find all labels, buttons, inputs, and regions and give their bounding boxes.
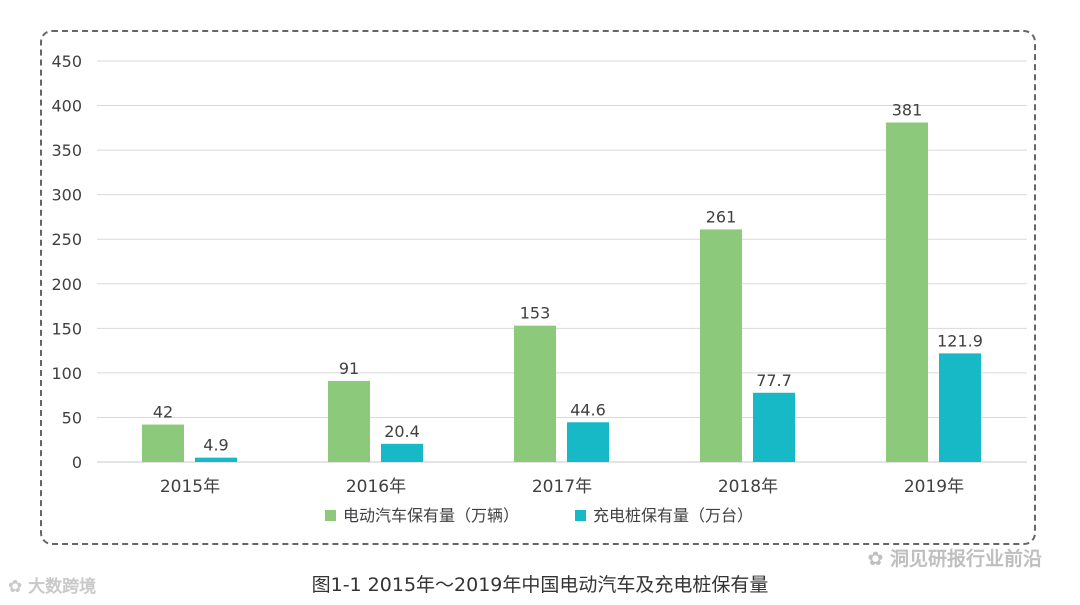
- bar-value-label: 4.9: [203, 436, 228, 455]
- bar-value-label: 153: [520, 304, 551, 323]
- y-tick-label: 200: [51, 275, 82, 294]
- x-tick-label: 2017年: [532, 477, 592, 497]
- bar: [700, 229, 742, 462]
- y-tick-label: 50: [62, 408, 82, 427]
- legend-swatch: [325, 510, 336, 521]
- bar: [514, 325, 556, 462]
- x-tick-label: 2018年: [718, 477, 778, 497]
- y-axis-ticks: 0 50 100 150 200 250 300 350 400 450: [51, 52, 82, 472]
- legend-label: 充电桩保有量（万台）: [593, 506, 753, 525]
- x-tick-label: 2016年: [346, 477, 406, 497]
- watermark-right-text: 洞见研报行业前沿: [889, 548, 1042, 570]
- bar-value-label: 121.9: [937, 331, 983, 350]
- bar-value-label: 77.7: [756, 371, 792, 390]
- y-tick-label: 450: [51, 52, 82, 71]
- bar-value-label: 42: [153, 403, 173, 422]
- x-tick-label: 2019年: [904, 477, 964, 497]
- legend-swatch: [575, 510, 586, 521]
- bars: [142, 122, 981, 462]
- x-axis-ticks: 2015年 2016年 2017年 2018年 2019年: [160, 477, 964, 497]
- bar-value-label: 20.4: [384, 422, 420, 441]
- bar-value-label: 261: [706, 207, 737, 226]
- x-tick-label: 2015年: [160, 477, 220, 497]
- watermark-left: ✿ 大数跨境: [8, 572, 96, 597]
- y-tick-label: 400: [51, 97, 82, 116]
- bar: [567, 422, 609, 462]
- bar: [886, 122, 928, 462]
- bar: [939, 353, 981, 462]
- y-tick-label: 100: [51, 364, 82, 383]
- y-tick-label: 0: [72, 453, 82, 472]
- bar-value-label: 91: [339, 359, 359, 378]
- legend-label: 电动汽车保有量（万辆）: [343, 506, 519, 525]
- gridlines: [97, 60, 1027, 463]
- bar: [753, 392, 795, 462]
- wechat-icon: ✿: [8, 577, 23, 597]
- watermark-left-text: 大数跨境: [28, 577, 97, 597]
- watermark-right: ✿ 洞见研报行业前沿: [867, 544, 1042, 571]
- bar-data-labels: 42 4.9 91 20.4 153 44.6 261 77.7 381 121.9: [153, 100, 983, 454]
- legend: 电动汽车保有量（万辆） 充电桩保有量（万台）: [325, 506, 753, 525]
- wechat-icon: ✿: [867, 548, 884, 570]
- bar: [195, 457, 237, 462]
- y-tick-label: 150: [51, 319, 82, 338]
- y-tick-label: 350: [51, 141, 82, 160]
- y-tick-label: 300: [51, 186, 82, 205]
- chart-frame: [40, 30, 1036, 545]
- bar-value-label: 44.6: [570, 400, 606, 419]
- bar-value-label: 381: [892, 100, 923, 119]
- bar: [142, 424, 184, 462]
- bar: [381, 443, 423, 462]
- y-tick-label: 250: [51, 230, 82, 249]
- bar: [328, 380, 370, 462]
- figure-caption: 图1-1 2015年～2019年中国电动汽车及充电桩保有量: [311, 574, 769, 596]
